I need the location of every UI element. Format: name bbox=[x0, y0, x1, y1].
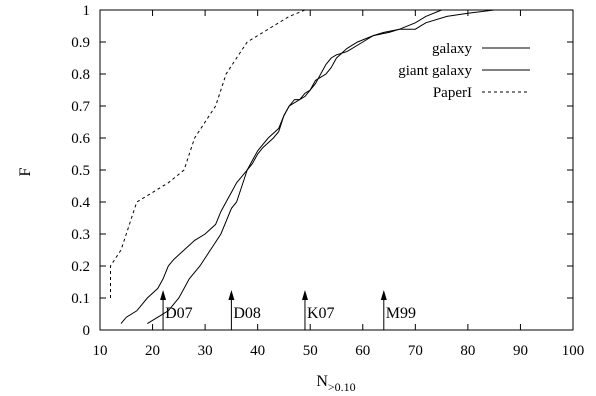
x-tick-label: 40 bbox=[250, 343, 265, 359]
x-axis-label: N>0.10 bbox=[316, 373, 355, 394]
x-axis-label-subscript: >0.10 bbox=[328, 380, 356, 394]
series-line-galaxy bbox=[147, 9, 521, 325]
y-tick-label: 0.8 bbox=[71, 67, 90, 83]
x-tick-label: 90 bbox=[513, 343, 528, 359]
x-tick-label: 50 bbox=[303, 343, 318, 359]
x-tick-label: 10 bbox=[93, 343, 108, 359]
annotation-arrowhead bbox=[160, 290, 167, 300]
y-tick-label: 0.1 bbox=[71, 291, 90, 307]
annotation-label: D08 bbox=[233, 305, 261, 322]
y-tick-label: 0 bbox=[83, 323, 91, 339]
series-line-giant-galaxy bbox=[120, 9, 442, 324]
y-tick-label: 0.4 bbox=[71, 195, 90, 211]
x-tick-labels: 10 20 30 40 50 60 70 80 90 100 bbox=[93, 343, 585, 359]
annotation-label: D07 bbox=[165, 305, 193, 322]
legend: galaxy giant galaxy PaperI bbox=[398, 41, 530, 101]
y-tick-label: 0.2 bbox=[71, 259, 90, 275]
y-tick-labels: 0 0.1 0.2 0.3 0.4 0.5 0.6 0.7 0.8 0.9 1 bbox=[71, 3, 90, 339]
y-tick-label: 0.9 bbox=[71, 35, 90, 51]
x-tick-label: 30 bbox=[198, 343, 213, 359]
y-tick-label: 0.7 bbox=[71, 99, 90, 115]
axis-ticks bbox=[99, 9, 574, 331]
plot-frame bbox=[99, 9, 574, 331]
series-layer bbox=[110, 9, 521, 325]
annotation-arrowhead bbox=[228, 290, 235, 300]
y-tick-label: 0.5 bbox=[71, 163, 90, 179]
legend-label: galaxy bbox=[432, 41, 472, 57]
annotation-arrowhead bbox=[380, 290, 387, 300]
x-tick-label: 20 bbox=[145, 343, 160, 359]
legend-label: PaperI bbox=[433, 85, 472, 101]
x-tick-label: 60 bbox=[355, 343, 370, 359]
annotations: D07 D08 K07 M99 bbox=[160, 290, 416, 330]
annotation-label: K07 bbox=[307, 305, 335, 322]
y-tick-label: 1 bbox=[83, 3, 91, 19]
annotation-label: M99 bbox=[386, 305, 416, 322]
x-axis-label-main: N bbox=[316, 373, 328, 390]
annotation-arrowhead bbox=[301, 290, 308, 300]
y-tick-label: 0.6 bbox=[71, 131, 90, 147]
legend-label: giant galaxy bbox=[398, 63, 472, 79]
y-axis-label: F bbox=[17, 167, 34, 176]
x-tick-label: 70 bbox=[408, 343, 423, 359]
x-tick-label: 100 bbox=[562, 343, 585, 359]
y-tick-label: 0.3 bbox=[71, 227, 90, 243]
x-tick-label: 80 bbox=[460, 343, 475, 359]
